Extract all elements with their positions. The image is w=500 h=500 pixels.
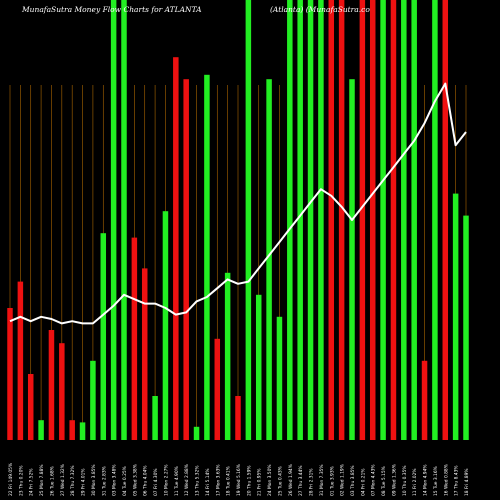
bar-31-tue-jul-2015 xyxy=(100,233,107,440)
bar-01-tue-sep-2015 xyxy=(328,0,335,440)
money-flow-line xyxy=(9,82,467,325)
x-tick-label: 15 Tue 3.16% xyxy=(433,466,439,496)
x-tick-label: 30 Mon 3.85% xyxy=(91,464,97,496)
x-tick-label: 24 Mon 3.50% xyxy=(267,464,273,496)
bar-26-tue-jul-2015 xyxy=(48,330,55,440)
x-tick-label: 03 Mon 3.48% xyxy=(112,464,118,496)
x-tick-label: 26 Tue 1.68% xyxy=(49,466,55,496)
bar-17-thu-sep-2015 xyxy=(452,193,459,440)
bar-07-fri-aug-2015 xyxy=(152,396,158,440)
x-tick-label: 21 Fri 0.95% xyxy=(257,468,263,496)
bar-08-tue-sep-2015 xyxy=(380,0,386,440)
x-tick-label: 25 Mon 7.88% xyxy=(39,464,45,496)
bar-28-fri-aug-2015 xyxy=(307,0,314,440)
x-tick-label: 11 Fri 2.02% xyxy=(412,468,418,496)
bar-12-wed-aug-2015 xyxy=(183,79,189,440)
x-tick-label: 24 Fri 7.52% xyxy=(29,468,35,496)
x-tick-label: 23 Thu 0.20% xyxy=(18,465,24,496)
x-tick-label: 11 Tue 4.90% xyxy=(174,466,180,496)
x-tick-label: 02 Wed 1.19% xyxy=(340,464,346,496)
x-tick-label: 27 Wed 1.32% xyxy=(60,464,66,496)
x-tick-label: 14 Fri 5.14% xyxy=(205,468,211,496)
x-tick-label: 26 Wed 1.94% xyxy=(288,464,294,496)
bar-21-fri-aug-2015 xyxy=(255,294,262,440)
x-tick-label: 06 Thu 4.04% xyxy=(143,465,149,496)
bar-04-fri-sep-2015 xyxy=(359,0,366,440)
x-tick-label: 18 Fri 4.89% xyxy=(464,468,470,496)
x-tick-label: 25 Tue 0.43% xyxy=(277,466,283,496)
bar-26-wed-aug-2015 xyxy=(287,0,293,440)
bar-27-wed-jul-2015 xyxy=(59,343,65,440)
bar-series xyxy=(7,0,469,441)
x-tick-label: 04 Fri 0.21% xyxy=(360,468,366,496)
x-tick-label: 14 Mon 4.94% xyxy=(423,464,429,496)
bar-25-mon-jul-2015 xyxy=(38,420,44,440)
bar-27-thu-aug-2015 xyxy=(297,0,303,440)
x-tick-label: 29 Fri 4.01% xyxy=(81,468,87,496)
x-tick-label: 31 Tue 2.83% xyxy=(101,466,107,496)
bar-15-tue-sep-2015 xyxy=(432,0,438,440)
chart-title: MunafaSutra Money Flow Charts for ATLANT… xyxy=(22,5,202,14)
x-tick-label: 13 Thu 5.32% xyxy=(195,465,201,496)
x-tick-label: 07 Mon 4.43% xyxy=(371,464,377,496)
x-tick-label: 07 Fri 4.30% xyxy=(153,468,159,496)
x-tick-label: 09 Wed 1.36% xyxy=(391,464,397,496)
bar-16-wed-sep-2015 xyxy=(442,0,449,440)
bar-13-thu-aug-2015 xyxy=(193,426,200,440)
bar-25-tue-aug-2015 xyxy=(276,316,283,440)
x-tick-label: 19 Wed 5.16% xyxy=(236,464,242,496)
x-tick-label: 10 Thu 0.35% xyxy=(402,465,408,496)
bar-07-mon-sep-2015 xyxy=(369,0,376,440)
bar-05-wed-aug-2015 xyxy=(131,237,138,440)
bar-18-fri-sep-2015 xyxy=(463,215,469,440)
bar-11-tue-aug-2015 xyxy=(173,57,179,440)
x-tick-label: 05 Wed 3.38% xyxy=(132,464,138,496)
x-tick-label: 01 Tue 3.93% xyxy=(329,466,335,496)
bar-10-thu-sep-2015 xyxy=(401,0,407,440)
bar-06-thu-aug-2015 xyxy=(141,268,148,440)
bar-19-wed-aug-2015 xyxy=(235,396,241,440)
bar-31-mon-aug-2015 xyxy=(318,0,324,440)
bar-22-fri-jul-2015 xyxy=(7,308,13,440)
bar-29-fri-jul-2015 xyxy=(79,422,86,440)
bar-30-mon-jul-2015 xyxy=(90,360,96,440)
x-tick-label: 17 Mon 3.63% xyxy=(215,464,221,496)
bar-09-wed-sep-2015 xyxy=(390,0,397,440)
bar-04-tue-aug-2015 xyxy=(121,0,127,440)
chart-title-row: MunafaSutra Money Flow Charts for ATLANT… xyxy=(0,5,500,19)
bar-24-fri-jul-2015 xyxy=(27,374,34,440)
chart-subtitle: (Atlanta) (MunafaSutra.co xyxy=(270,5,370,14)
x-tick-label: 27 Thu 3.44% xyxy=(298,465,304,496)
x-tick-label: 10 Mon 2.27% xyxy=(163,464,169,496)
x-tick-label: 18 Tue 0.41% xyxy=(226,466,232,496)
x-tick-label: 20 Thu 1.59% xyxy=(246,465,252,496)
bar-10-mon-aug-2015 xyxy=(162,211,169,440)
x-tick-label: 17 Thu 8.43% xyxy=(454,465,460,496)
bar-14-fri-aug-2015 xyxy=(204,74,210,441)
bar-03-mon-aug-2015 xyxy=(110,0,117,440)
x-tick-label: 03 Thu 3.85% xyxy=(350,465,356,496)
bar-24-mon-aug-2015 xyxy=(266,79,272,440)
x-tick-label: 28 Thu 7.32% xyxy=(70,465,76,496)
money-flow-line-path xyxy=(9,82,467,325)
bar-03-thu-sep-2015 xyxy=(349,79,355,440)
x-tick-label: 08 Tue 5.15% xyxy=(381,466,387,496)
bar-02-wed-sep-2015 xyxy=(338,0,345,440)
bar-17-mon-aug-2015 xyxy=(214,338,221,440)
x-tick-label: 22 Fri 149.05% xyxy=(8,463,14,496)
bar-28-thu-jul-2015 xyxy=(69,420,75,440)
x-tick-label: 31 Mon 7.35% xyxy=(319,464,325,496)
x-tick-label: 12 Wed 2.88% xyxy=(184,464,190,496)
bar-14-mon-sep-2015 xyxy=(421,360,428,440)
x-tick-label: 28 Fri 2.31% xyxy=(309,468,315,496)
bar-11-fri-sep-2015 xyxy=(411,0,417,440)
bar-20-thu-aug-2015 xyxy=(245,0,252,440)
bar-23-thu-jul-2015 xyxy=(17,281,24,440)
x-axis-tick-labels: 22 Fri 149.05% 23 Thu 0.20% 24 Fri 7.52% 25… xyxy=(8,463,470,496)
x-tick-label: 16 Wed 0.88% xyxy=(443,464,449,496)
x-tick-label: 04 Tue 0.25% xyxy=(122,466,128,496)
bar-18-tue-aug-2015 xyxy=(224,272,231,440)
